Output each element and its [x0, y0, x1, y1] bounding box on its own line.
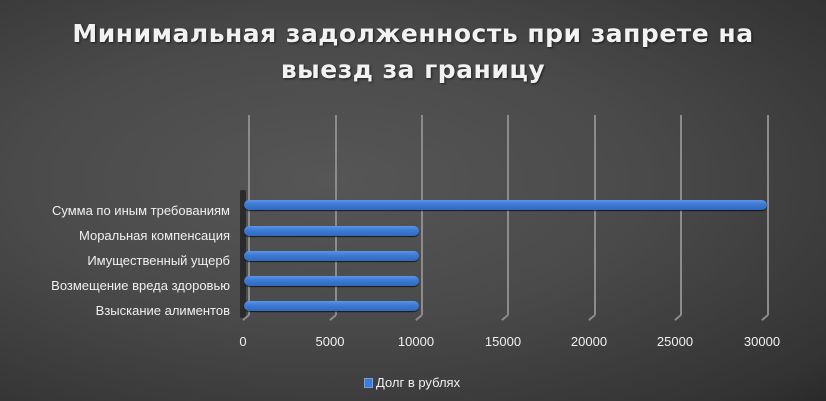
chart-title: Минимальная задолженность при запрете на… [0, 16, 826, 88]
gridline [594, 115, 596, 315]
grid-foot [415, 314, 423, 321]
category-label: Моральная компенсация [78, 228, 230, 243]
axis-wall [240, 190, 246, 318]
category-label: Взыскание алиментов [95, 303, 230, 318]
bar-imushchestvenny-ushcherb [244, 251, 419, 261]
x-tick: 15000 [484, 334, 522, 349]
gridline [248, 115, 250, 315]
bar-moralnaya-kompensaciya [244, 226, 419, 236]
title-line-2: выезд за границу [280, 55, 546, 84]
x-tick: 30000 [743, 334, 781, 349]
grid-foot [329, 314, 337, 321]
bar-inye-trebovaniya [244, 200, 767, 210]
x-tick: 5000 [315, 334, 345, 349]
legend: Долг в рублях [364, 375, 460, 390]
x-tick: 20000 [570, 334, 608, 349]
x-tick: 0 [239, 334, 247, 349]
grid-foot [761, 314, 769, 321]
title-line-1: Минимальная задолженность при запрете на [72, 19, 754, 48]
bar-vred-zdorovyu [244, 276, 419, 286]
grid-foot [501, 314, 509, 321]
gridline [335, 115, 337, 315]
gridline [507, 115, 509, 315]
category-label: Возмещение вреда здоровью [51, 278, 230, 293]
gridline [767, 115, 769, 315]
bar-alimenty [244, 301, 419, 311]
gridline [680, 115, 682, 315]
category-label: Имущественный ущерб [87, 253, 230, 268]
grid-foot [674, 314, 682, 321]
grid-foot [588, 314, 596, 321]
x-tick: 25000 [656, 334, 694, 349]
legend-label: Долг в рублях [376, 375, 461, 390]
gridline [421, 115, 423, 315]
category-label: Сумма по иным требованиям [51, 203, 230, 218]
legend-swatch-icon [364, 377, 373, 388]
x-tick: 10000 [397, 334, 435, 349]
